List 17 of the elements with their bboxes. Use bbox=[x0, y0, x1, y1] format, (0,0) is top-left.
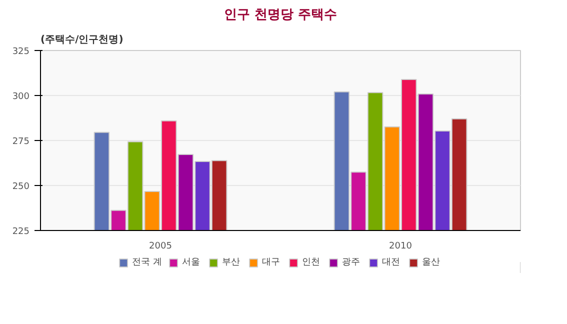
y-axis-title: (주택수/인구천명) bbox=[40, 34, 124, 46]
y-tick-label: 225 bbox=[12, 227, 30, 237]
chart-title: 인구 천명당 주택수 bbox=[224, 8, 338, 22]
y-tick-label: 250 bbox=[12, 182, 30, 192]
legend-label: 광주 bbox=[342, 256, 361, 268]
y-tick-label: 325 bbox=[12, 47, 30, 57]
legend-label: 서울 bbox=[182, 256, 201, 268]
legend-label: 부산 bbox=[222, 256, 241, 268]
legend-label: 인천 bbox=[302, 256, 321, 268]
x-tick-label: 2005 bbox=[149, 242, 172, 252]
legend-label: 대전 bbox=[382, 256, 401, 268]
y-tick-label: 300 bbox=[12, 92, 30, 102]
x-tick-label: 2010 bbox=[389, 242, 412, 252]
legend-label: 전국 계 bbox=[132, 256, 162, 268]
y-tick-label: 275 bbox=[12, 137, 30, 147]
legend-label: 대구 bbox=[262, 256, 281, 268]
legend-label: 울산 bbox=[422, 256, 441, 268]
